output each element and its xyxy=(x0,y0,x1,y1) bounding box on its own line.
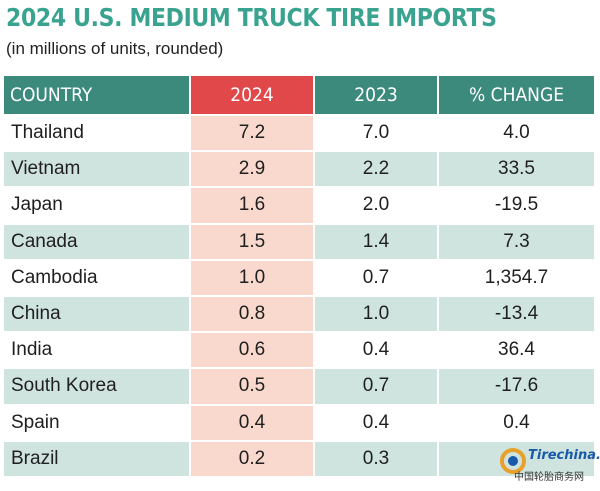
cell-2024: 0.2 xyxy=(190,439,315,476)
table-row: Vietnam 2.9 2.2 33.5 xyxy=(4,150,594,188)
cell-2024: 2.9 xyxy=(190,150,315,188)
table-row: South Korea 0.5 0.7 -17.6 xyxy=(4,367,594,405)
cell-change: -19.5 xyxy=(438,186,594,224)
table-row: Thailand 7.2 7.0 4.0 xyxy=(4,113,594,152)
table-row: Spain 0.4 0.4 0.4 xyxy=(4,403,594,441)
cell-country: Spain xyxy=(4,403,191,441)
cell-change: 7.3 xyxy=(438,222,594,260)
table-row: Brazil 0.2 0.3 xyxy=(4,439,594,476)
header-2024: 2024 xyxy=(190,76,315,115)
cell-change: -17.6 xyxy=(438,367,594,405)
cell-change: 1,354.7 xyxy=(438,258,594,296)
table-row: China 0.8 1.0 -13.4 xyxy=(4,294,594,333)
cell-change: 4.0 xyxy=(438,113,594,152)
cell-change: 0.4 xyxy=(438,403,594,441)
tire-logo-icon xyxy=(500,448,526,474)
cell-country: Vietnam xyxy=(4,150,191,188)
cell-2024: 0.8 xyxy=(190,294,315,333)
cell-2023: 2.0 xyxy=(314,186,439,224)
cell-country: India xyxy=(4,331,191,369)
cell-2023: 1.0 xyxy=(314,294,439,333)
watermark-brand-cn: 中国轮胎商务网 xyxy=(514,472,584,483)
cell-country: Brazil xyxy=(4,439,191,476)
cell-2023: 2.2 xyxy=(314,150,439,188)
cell-country: China xyxy=(4,294,191,333)
cell-change: 33.5 xyxy=(438,150,594,188)
table-row: Cambodia 1.0 0.7 1,354.7 xyxy=(4,258,594,296)
header-2023: 2023 xyxy=(314,76,439,115)
cell-2024: 0.5 xyxy=(190,367,315,405)
cell-change: 36.4 xyxy=(438,331,594,369)
header-change: % CHANGE xyxy=(438,76,594,115)
page-title: 2024 U.S. MEDIUM TRUCK TIRE IMPORTS xyxy=(6,3,497,32)
cell-country: South Korea xyxy=(4,367,191,405)
cell-country: Cambodia xyxy=(4,258,191,296)
cell-2023: 0.7 xyxy=(314,367,439,405)
watermark-brand: Tirechina.net xyxy=(528,448,600,463)
subtitle: (in millions of units, rounded) xyxy=(6,39,224,58)
table-header-row: COUNTRY 2024 2023 % CHANGE xyxy=(4,76,594,115)
cell-change: -13.4 xyxy=(438,294,594,333)
cell-2024: 0.4 xyxy=(190,403,315,441)
cell-country: Japan xyxy=(4,186,191,224)
imports-table: COUNTRY 2024 2023 % CHANGE Thailand 7.2 7.… xyxy=(4,76,594,476)
cell-2023: 1.4 xyxy=(314,222,439,260)
watermark-logo: Tirechina.net 中国轮胎商务网 xyxy=(498,445,600,485)
cell-2023: 0.4 xyxy=(314,403,439,441)
cell-2024: 1.5 xyxy=(190,222,315,260)
cell-2023: 0.3 xyxy=(314,439,439,476)
table-row: Canada 1.5 1.4 7.3 xyxy=(4,222,594,260)
cell-2024: 0.6 xyxy=(190,331,315,369)
cell-2024: 7.2 xyxy=(190,113,315,152)
cell-country: Canada xyxy=(4,222,191,260)
table-row: India 0.6 0.4 36.4 xyxy=(4,331,594,369)
cell-2023: 0.7 xyxy=(314,258,439,296)
cell-2023: 0.4 xyxy=(314,331,439,369)
header-country: COUNTRY xyxy=(4,76,191,115)
cell-country: Thailand xyxy=(4,113,191,152)
cell-2024: 1.6 xyxy=(190,186,315,224)
cell-2023: 7.0 xyxy=(314,113,439,152)
cell-2024: 1.0 xyxy=(190,258,315,296)
table-row: Japan 1.6 2.0 -19.5 xyxy=(4,186,594,224)
